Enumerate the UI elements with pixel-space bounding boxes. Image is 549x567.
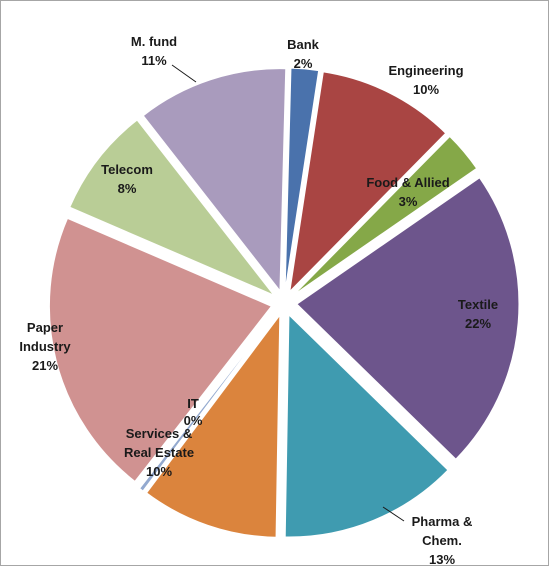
category-label: Telecom (101, 162, 153, 177)
percent-label: 11% (141, 53, 167, 68)
pie-slice-services-real-estate (145, 313, 281, 538)
category-label: Industry (19, 339, 71, 354)
data-label-bank: Bank 2% (287, 37, 320, 71)
data-label-textile: Textile 22% (458, 297, 498, 331)
category-label: Food & Allied (366, 175, 449, 190)
pie-slice-it (138, 313, 277, 492)
percent-label: 0% (184, 413, 203, 428)
percent-label: 3% (399, 194, 418, 209)
percent-label: 13% (429, 552, 455, 567)
data-label-m-fund: M. fund 11% (131, 34, 177, 68)
pie-slice-bank (284, 67, 320, 291)
data-label-pharma-chem: Pharma & Chem. 13% (412, 514, 473, 567)
percent-label: 10% (146, 464, 172, 479)
pie-slice-pharma-chem (284, 313, 449, 538)
leaders-layer (171, 64, 405, 522)
category-label: Pharma & (412, 514, 473, 529)
percent-label: 10% (413, 82, 439, 97)
category-label: Engineering (388, 63, 463, 78)
pie-slice-food-allied (293, 135, 478, 296)
category-label: Chem. (422, 533, 462, 548)
category-label: Real Estate (124, 445, 194, 460)
category-label: Paper (27, 320, 63, 335)
percent-label: 21% (32, 358, 58, 373)
data-label-telecom: Telecom 8% (101, 162, 153, 196)
category-label: Textile (458, 297, 498, 312)
category-label: Bank (287, 37, 320, 52)
data-label-engineering: Engineering 10% (388, 63, 463, 97)
category-label: M. fund (131, 34, 177, 49)
pie-slice-telecom (69, 119, 275, 296)
labels-layer: Bank 2% Engineering 10% Food & Allied 3% Texti… (19, 34, 498, 567)
category-label: IT (187, 396, 199, 411)
percent-label: 2% (294, 56, 313, 71)
data-label-it: IT 0% (184, 396, 203, 428)
percent-label: 8% (118, 181, 137, 196)
leader-line-pharma-chem (382, 506, 405, 522)
pie-slice-paper-industry (48, 217, 273, 483)
slices-layer (48, 67, 520, 538)
percent-label: 22% (465, 316, 491, 331)
data-label-food-allied: Food & Allied 3% (366, 175, 449, 209)
leader-line-m-fund (171, 64, 197, 83)
category-label: Services & (126, 426, 193, 441)
pie-slice-engineering (289, 71, 447, 293)
data-label-paper-industry: Paper Industry 21% (19, 320, 71, 373)
pie-slice-textile (296, 177, 520, 460)
data-label-services-real-estate: Services & Real Estate 10% (124, 426, 194, 479)
pie-slice-m-fund (142, 68, 287, 293)
